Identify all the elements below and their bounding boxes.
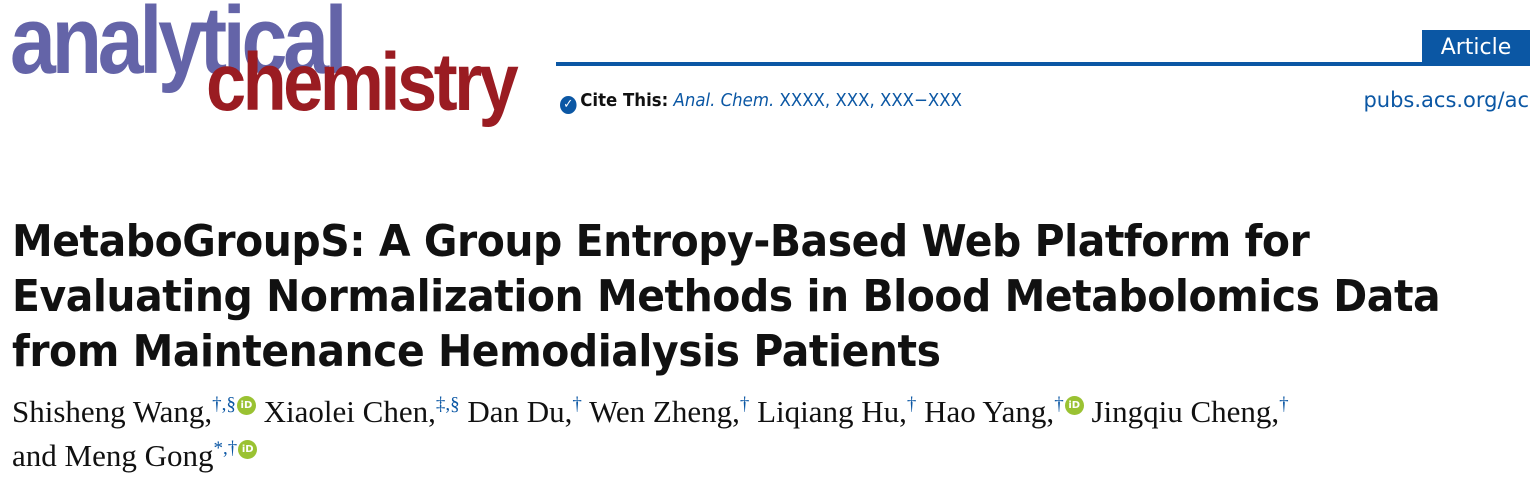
- author: Jingqiu Cheng,†: [1091, 394, 1288, 429]
- author-list: Shisheng Wang,†,§ iD Xiaolei Chen,‡,§ Dan…: [12, 390, 1537, 478]
- author-affiliation[interactable]: *,†: [213, 438, 238, 459]
- orcid-icon[interactable]: iD: [238, 440, 258, 459]
- author-name: Jingqiu Cheng,: [1091, 394, 1280, 429]
- cite-ref: XXXX, XXX, XXX−XXX: [774, 90, 962, 111]
- author-affiliation[interactable]: †: [1279, 394, 1289, 415]
- author-name: Liqiang Hu,: [757, 394, 907, 429]
- author: Dan Du,†: [467, 394, 582, 429]
- author-affiliation[interactable]: †: [1054, 394, 1064, 415]
- author-name: Xiaolei Chen,: [263, 394, 436, 429]
- cite-journal: Anal. Chem.: [673, 90, 775, 111]
- title-line: from Maintenance Hemodialysis Patients: [12, 326, 941, 377]
- author-affiliation[interactable]: ‡,§: [435, 394, 460, 415]
- title-line: MetaboGroupS: A Group Entropy-Based Web …: [12, 216, 1310, 267]
- journal-logo: analytical chemistry: [10, 0, 530, 128]
- author: Hao Yang,† iD: [924, 394, 1084, 429]
- cite-label: Cite This:: [580, 90, 669, 111]
- author-line: Shisheng Wang,†,§ iD Xiaolei Chen,‡,§ Dan…: [12, 390, 1537, 434]
- author-name: and Meng Gong: [12, 438, 214, 473]
- orcid-icon[interactable]: iD: [236, 396, 256, 415]
- author-affiliation[interactable]: †: [739, 394, 750, 415]
- cite-this[interactable]: ✓ Cite This: Anal. Chem. XXXX, XXX, XXX−X…: [560, 90, 962, 114]
- author: and Meng Gong*,† iD: [12, 438, 258, 473]
- author-name: Wen Zheng,: [589, 394, 740, 429]
- logo-chemistry: chemistry: [206, 37, 519, 128]
- logo-analytical: analytical: [10, 0, 348, 94]
- author: Wen Zheng,†: [589, 394, 749, 429]
- author-affiliation[interactable]: †,§: [212, 394, 236, 415]
- check-circle-icon: ✓: [560, 96, 577, 114]
- journal-url[interactable]: pubs.acs.org/ac: [1363, 88, 1529, 112]
- author-name: Shisheng Wang,: [12, 394, 213, 429]
- author: Shisheng Wang,†,§ iD: [12, 394, 256, 429]
- author: Liqiang Hu,†: [757, 394, 916, 429]
- header-rule: [556, 62, 1530, 66]
- article-type-badge: Article: [1422, 30, 1530, 66]
- author-name: Hao Yang,: [924, 394, 1055, 429]
- author: Xiaolei Chen,‡,§: [264, 394, 460, 429]
- paper-title: MetaboGroupS: A Group Entropy-Based Web …: [12, 214, 1441, 379]
- title-line: Evaluating Normalization Methods in Bloo…: [12, 271, 1441, 322]
- author-affiliation[interactable]: †: [906, 394, 917, 415]
- author-line: and Meng Gong*,† iD: [12, 434, 1537, 478]
- author-name: Dan Du,: [467, 394, 573, 429]
- author-affiliation[interactable]: †: [572, 394, 582, 415]
- orcid-icon[interactable]: iD: [1064, 396, 1084, 415]
